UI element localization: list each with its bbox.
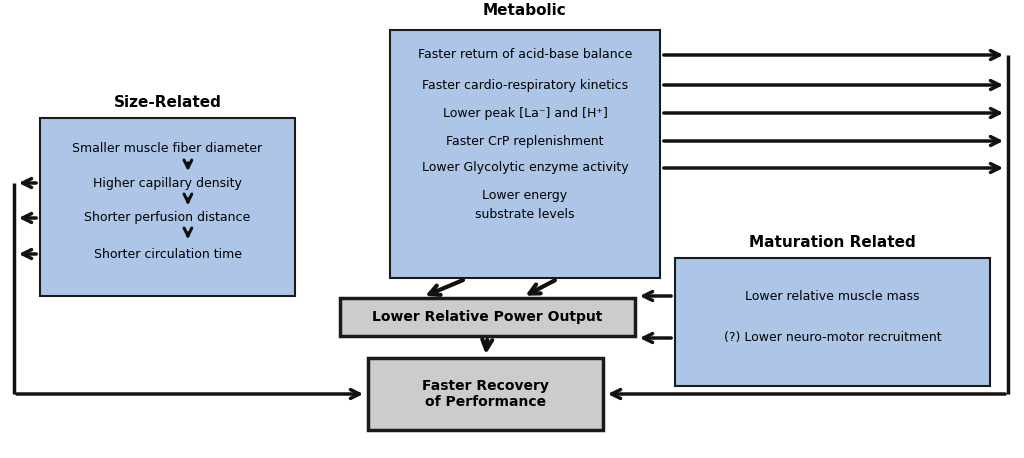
- Text: (?) Lower neuro-motor recruitment: (?) Lower neuro-motor recruitment: [724, 332, 941, 344]
- Text: Metabolic: Metabolic: [483, 3, 567, 18]
- Bar: [368, 358, 603, 430]
- Bar: [40, 118, 295, 296]
- Text: Higher capillary density: Higher capillary density: [93, 176, 242, 190]
- Text: Lower Glycolytic enzyme activity: Lower Glycolytic enzyme activity: [422, 162, 629, 174]
- Text: Lower energy: Lower energy: [482, 190, 567, 202]
- Text: Size-Related: Size-Related: [114, 95, 221, 110]
- Bar: [390, 30, 660, 278]
- Text: Smaller muscle fiber diameter: Smaller muscle fiber diameter: [73, 142, 262, 154]
- Text: Faster return of acid-base balance: Faster return of acid-base balance: [418, 49, 632, 61]
- Text: Lower Relative Power Output: Lower Relative Power Output: [373, 310, 603, 324]
- Text: Faster Recovery
of Performance: Faster Recovery of Performance: [422, 379, 549, 409]
- Text: Shorter perfusion distance: Shorter perfusion distance: [84, 212, 251, 224]
- Text: Faster CrP replenishment: Faster CrP replenishment: [446, 135, 604, 147]
- Text: Shorter circulation time: Shorter circulation time: [93, 247, 242, 261]
- Bar: [340, 298, 635, 336]
- Text: Lower peak [La⁻] and [H⁺]: Lower peak [La⁻] and [H⁺]: [442, 107, 607, 120]
- Text: Maturation Related: Maturation Related: [750, 235, 915, 250]
- Text: substrate levels: substrate levels: [475, 208, 574, 222]
- Text: Lower relative muscle mass: Lower relative muscle mass: [745, 289, 920, 302]
- Text: Faster cardio-respiratory kinetics: Faster cardio-respiratory kinetics: [422, 78, 628, 92]
- Bar: [675, 258, 990, 386]
